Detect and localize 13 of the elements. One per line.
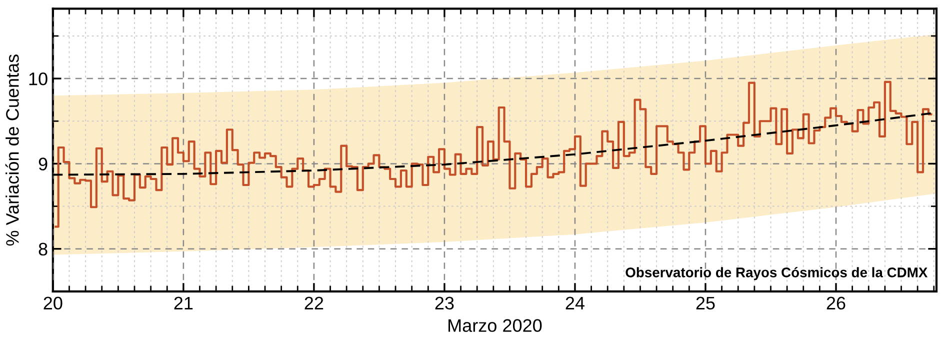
x-tick-label: 22 xyxy=(304,296,324,310)
x-tick-label: 23 xyxy=(435,296,454,310)
x-tick-label: 20 xyxy=(44,296,62,310)
y-axis-title: % Variación de Cuentas xyxy=(5,54,19,246)
x-tick-label: 25 xyxy=(696,296,715,310)
y-tick-label: 9 xyxy=(38,158,48,170)
y-tick-label: 8 xyxy=(38,242,48,256)
y-tick-label: 10 xyxy=(29,72,48,86)
x-tick-label: 26 xyxy=(826,296,846,310)
x-tick-label: 24 xyxy=(566,296,584,310)
annotation: Observatorio de Rayos Cósmicos de la CDMX xyxy=(626,267,928,280)
x-tick-label: 21 xyxy=(174,296,193,310)
x-axis-title: Marzo 2020 xyxy=(448,319,542,332)
